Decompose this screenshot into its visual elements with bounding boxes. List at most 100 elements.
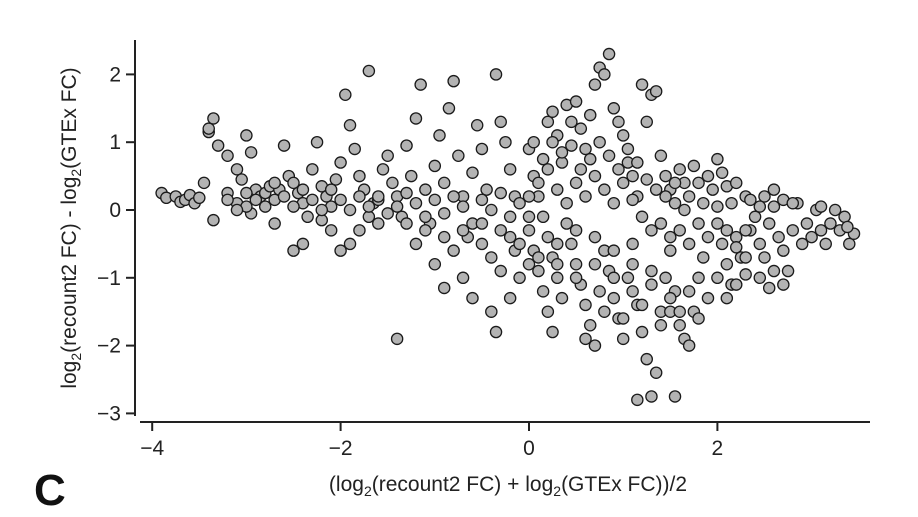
data-point [376, 163, 390, 176]
data-point [598, 183, 611, 196]
data-point [725, 196, 738, 210]
x-tick-label: −2 [329, 437, 353, 460]
data-point [843, 237, 856, 251]
data-point [353, 190, 366, 203]
data-point [197, 176, 211, 190]
data-point [565, 237, 578, 251]
data-point [522, 224, 536, 237]
data-point [324, 183, 338, 196]
data-point [494, 224, 507, 237]
data-point [343, 237, 357, 251]
data-point [381, 149, 394, 163]
y-tick-label: 1 [109, 131, 121, 154]
data-point [588, 169, 602, 183]
data-point [729, 176, 743, 190]
data-point [240, 186, 253, 200]
data-point [739, 268, 752, 281]
data-point [574, 163, 588, 176]
data-point [762, 281, 776, 295]
data-point [207, 213, 220, 227]
data-point [503, 210, 517, 224]
data-point [673, 163, 686, 176]
data-point [494, 115, 507, 129]
data-point [602, 149, 616, 163]
data-point [324, 224, 338, 237]
data-point [536, 285, 550, 298]
data-point [701, 169, 715, 183]
data-point [268, 217, 281, 230]
data-point [221, 149, 234, 163]
data-point [315, 203, 329, 217]
data-point [475, 193, 489, 207]
data-point [692, 217, 705, 230]
data-point [409, 196, 423, 210]
data-point [301, 210, 314, 224]
data-point [522, 210, 536, 224]
data-point [805, 230, 818, 244]
data-point [758, 251, 771, 264]
data-point [489, 325, 503, 339]
data-point [404, 169, 418, 183]
data-point [659, 190, 672, 203]
data-point [560, 196, 573, 210]
data-point [456, 271, 470, 285]
data-point [649, 85, 663, 98]
data-point [598, 68, 611, 81]
data-point [739, 224, 752, 237]
data-point [654, 217, 668, 230]
data-point [287, 200, 300, 213]
data-point [489, 68, 503, 81]
data-point [786, 224, 800, 237]
axes [134, 40, 870, 423]
data-point [659, 271, 672, 285]
data-point [287, 176, 300, 190]
data-point [616, 312, 630, 325]
data-point [569, 271, 583, 285]
y-tick-label: −2 [97, 335, 121, 358]
data-point [546, 135, 559, 149]
data-point [565, 115, 578, 129]
data-point [616, 129, 630, 142]
data-point [249, 193, 263, 207]
data-point [485, 305, 498, 318]
data-point [640, 173, 654, 186]
data-point [621, 142, 635, 156]
data-point [513, 271, 526, 285]
data-point [244, 146, 258, 159]
data-point [720, 224, 734, 237]
data-point [607, 291, 621, 305]
data-point [616, 176, 630, 190]
data-point [221, 193, 234, 207]
data-point [602, 47, 616, 61]
data-point [532, 264, 545, 278]
x-tick-label: 0 [523, 437, 535, 460]
panel-label: C [34, 466, 66, 515]
data-point [640, 115, 654, 129]
data-point [447, 74, 460, 88]
data-point [419, 183, 432, 196]
data-point [503, 291, 517, 305]
data-point [569, 224, 583, 237]
data-point [193, 191, 206, 205]
data-point [334, 244, 347, 257]
data-point [678, 203, 691, 217]
data-point [372, 190, 385, 203]
data-point [541, 305, 555, 318]
data-point [306, 193, 319, 207]
data-point [306, 163, 319, 176]
data-point [626, 237, 639, 251]
data-point [475, 142, 489, 156]
data-point [631, 393, 644, 407]
data-point [720, 257, 734, 271]
data-point [372, 217, 385, 230]
data-point [645, 264, 658, 278]
data-point [649, 366, 663, 379]
data-point [569, 176, 583, 190]
data-point [546, 325, 559, 339]
data-point [287, 244, 300, 257]
data-point [668, 196, 682, 210]
data-point [673, 319, 686, 332]
data-point [433, 129, 446, 142]
data-point [437, 230, 451, 244]
data-point [390, 200, 404, 213]
